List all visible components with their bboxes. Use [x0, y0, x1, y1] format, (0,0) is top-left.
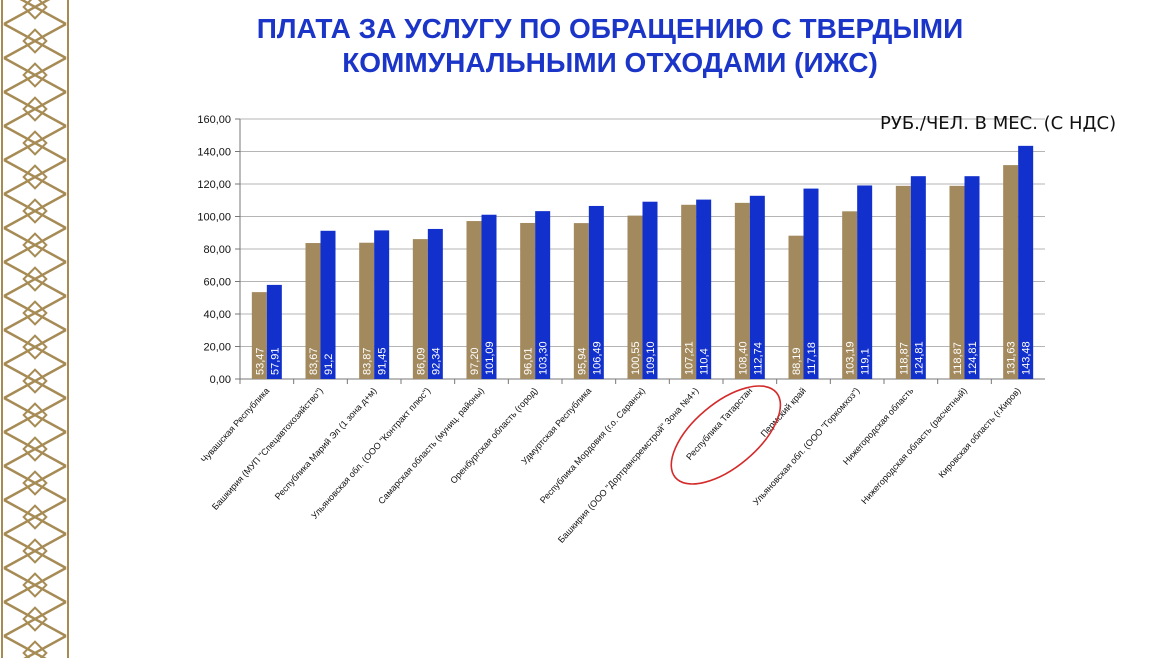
category-label: Нижегородская область (расчетный)	[859, 386, 969, 506]
bar-series-1	[734, 202, 750, 379]
title-line-1: ПЛАТА ЗА УСЛУГУ ПО ОБРАЩЕНИЮ С ТВЕРДЫМИ	[256, 13, 964, 44]
unit-label: РУБ./ЧЕЛ. В МЕС. (С НДС)	[880, 113, 1117, 134]
data-label: 118,87	[898, 342, 910, 375]
y-tick-label: 80,00	[203, 244, 231, 256]
data-label: 110,4	[699, 348, 711, 375]
data-label: 108,40	[737, 341, 749, 375]
bar-series-2	[910, 176, 926, 379]
bar-series-2	[1018, 145, 1034, 379]
data-label: 91,2	[323, 354, 335, 375]
data-label: 118,87	[952, 342, 964, 375]
bar-series-2	[857, 185, 873, 379]
data-label: 109,10	[645, 341, 657, 375]
bar-series-1	[1003, 165, 1019, 379]
bar-series-2	[481, 214, 497, 379]
decorative-border-ornament	[1, 0, 69, 658]
category-label: Ульяновская обл. (ООО "Контракт плюс")	[309, 386, 432, 521]
data-label: 53,47	[254, 347, 266, 375]
category-label: Пермский край	[759, 386, 808, 439]
data-label: 106,49	[591, 341, 603, 375]
bar-series-1	[895, 185, 911, 379]
data-label: 107,21	[684, 341, 696, 375]
bar-series-2	[427, 228, 443, 379]
data-label: 103,30	[538, 341, 550, 375]
title-line-2: КОММУНАЛЬНЫМИ ОТХОДАМИ (ИЖС)	[342, 47, 878, 78]
data-label: 103,19	[845, 341, 857, 375]
bar-series-2	[749, 195, 765, 379]
data-label: 124,81	[913, 341, 925, 375]
category-label: Башкирия (МУП "Спецавтохозяйство")	[210, 386, 325, 512]
data-label: 100,55	[630, 341, 642, 375]
bar-series-1	[412, 239, 428, 379]
data-label: 143,48	[1021, 341, 1033, 375]
y-tick-label: 60,00	[203, 277, 231, 289]
category-label: Самарская область (муниц. районы)	[376, 386, 486, 506]
bar-series-1	[466, 221, 482, 379]
data-label: 83,87	[362, 347, 374, 375]
bar-series-1	[305, 243, 321, 379]
data-label: 131,63	[1006, 341, 1018, 375]
bar-series-2	[374, 230, 390, 379]
bar-series-2	[696, 199, 712, 379]
bar-series-1	[788, 235, 804, 379]
y-tick-label: 0,00	[210, 374, 231, 386]
bar-series-1	[573, 223, 589, 379]
data-label: 97,20	[469, 347, 481, 375]
data-label: 96,01	[523, 347, 535, 375]
category-label: Оренбургская область (город)	[448, 386, 539, 486]
bar-series-1	[359, 242, 375, 379]
category-label: Ульяновская обл. (ООО "Горкомхоз")	[751, 386, 862, 507]
bar-series-1	[681, 204, 697, 379]
data-label: 112,74	[752, 342, 764, 375]
y-tick-label: 20,00	[203, 342, 231, 354]
data-label: 57,91	[269, 347, 281, 375]
bar-series-1	[842, 211, 858, 379]
data-label: 101,09	[484, 341, 496, 375]
bar-series-2	[588, 205, 604, 379]
data-label: 119,1	[860, 348, 872, 375]
data-label: 88,19	[791, 347, 803, 375]
slide-title: ПЛАТА ЗА УСЛУГУ ПО ОБРАЩЕНИЮ С ТВЕРДЫМИ …	[180, 12, 1040, 80]
data-label: 95,94	[576, 347, 588, 375]
data-label: 83,67	[308, 347, 320, 375]
category-label: Республика Марий Эл (1 зона д+м)	[273, 386, 379, 502]
data-label: 124,81	[967, 341, 979, 375]
bar-series-2	[642, 201, 658, 379]
bar-series-2	[266, 284, 282, 379]
bar-series-2	[803, 188, 819, 379]
data-label: 117,18	[806, 342, 818, 375]
bar-series-1	[949, 185, 965, 379]
data-label: 92,34	[430, 347, 442, 375]
highlight-ellipse	[670, 385, 782, 485]
data-label: 91,45	[377, 347, 389, 375]
category-label: Республика Мордовия (г.о. Саранск)	[538, 386, 647, 506]
data-label: 86,09	[415, 347, 427, 375]
bar-series-1	[520, 222, 536, 379]
bar-series-2	[320, 230, 336, 379]
y-tick-label: 140,00	[197, 147, 231, 159]
bar-series-2	[535, 211, 551, 379]
y-tick-label: 40,00	[203, 309, 231, 321]
bar-series-1	[251, 292, 267, 379]
y-tick-label: 100,00	[197, 212, 231, 224]
ornament-pattern	[1, 0, 69, 658]
y-tick-label: 160,00	[197, 114, 231, 126]
y-tick-label: 120,00	[197, 179, 231, 191]
bar-series-1	[627, 215, 643, 379]
bar-series-2	[964, 176, 980, 379]
